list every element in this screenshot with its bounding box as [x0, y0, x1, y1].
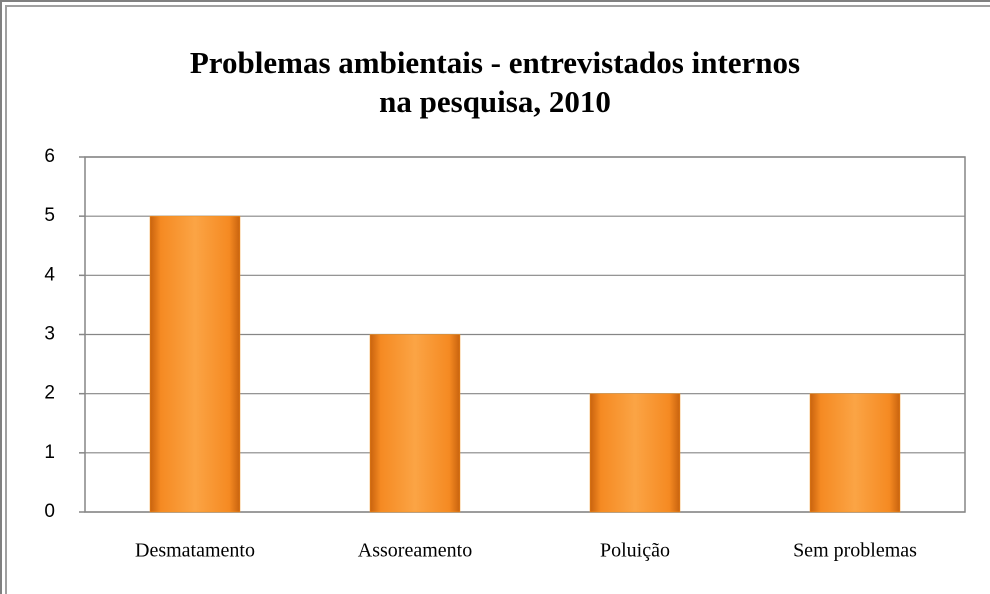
bar: [809, 393, 901, 513]
x-tick-label: Poluição: [600, 540, 670, 562]
x-tick-label: Assoreamento: [358, 540, 472, 562]
frame-inner: [5, 5, 990, 594]
y-tick-label: 2: [44, 383, 55, 404]
y-tick-label: 0: [44, 501, 55, 522]
bar: [589, 393, 681, 513]
y-tick-label: 1: [44, 442, 55, 463]
y-tick-label: 5: [44, 205, 55, 226]
y-tick-label: 3: [44, 324, 55, 345]
bar: [369, 334, 461, 513]
y-tick-label: 4: [44, 264, 55, 285]
chart-title: Problemas ambientais - entrevistados int…: [190, 45, 800, 80]
y-tick-label: 6: [44, 146, 55, 167]
chart-title: na pesquisa, 2010: [379, 84, 611, 119]
x-tick-label: Desmatamento: [135, 540, 255, 562]
x-tick-label: Sem problemas: [793, 540, 917, 562]
bar: [149, 215, 241, 513]
